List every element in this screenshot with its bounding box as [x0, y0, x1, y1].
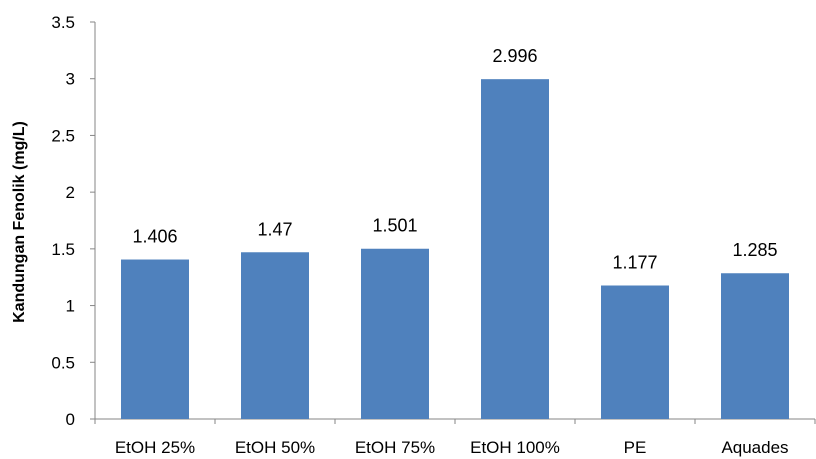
bar: [721, 273, 789, 419]
y-axis-title: Kandungan Fenolik (mg/L): [11, 121, 28, 323]
y-tick-label: 1.5: [51, 240, 75, 259]
y-tick-label: 0: [66, 410, 75, 429]
x-tick-label: EtOH 50%: [235, 438, 315, 457]
x-tick-label: EtOH 25%: [115, 438, 195, 457]
y-tick-label: 3.5: [51, 13, 75, 32]
y-tick-label: 1: [66, 297, 75, 316]
data-label: 1.285: [732, 240, 777, 260]
bar: [481, 79, 549, 419]
data-label: 2.996: [492, 46, 537, 66]
y-tick-label: 0.5: [51, 353, 75, 372]
x-tick-labels: EtOH 25% EtOH 50% EtOH 75% EtOH 100% PE Aquad…: [115, 438, 789, 457]
x-tick-label: EtOH 75%: [355, 438, 435, 457]
x-tick-label: EtOH 100%: [470, 438, 560, 457]
data-label: 1.501: [372, 216, 417, 236]
y-tick-label: 2: [66, 183, 75, 202]
bars: [121, 79, 789, 419]
data-label: 1.47: [257, 219, 292, 239]
bar: [241, 252, 309, 419]
x-tick-label: Aquades: [721, 438, 788, 457]
bar: [121, 259, 189, 419]
y-axis-title-group: Kandungan Fenolik (mg/L): [11, 121, 28, 323]
data-label: 1.406: [132, 227, 177, 247]
bar: [361, 248, 429, 419]
y-tick-labels: 0 0.5 1 1.5 2 2.5 3 3.5: [51, 13, 75, 429]
bar: [601, 285, 669, 419]
axes: [90, 21, 816, 424]
x-tick-label: PE: [624, 438, 647, 457]
data-label: 1.177: [612, 252, 657, 272]
data-labels: 1.406 1.47 1.501 2.996 1.177 1.285: [132, 46, 777, 272]
y-tick-label: 3: [66, 70, 75, 89]
y-tick-label: 2.5: [51, 126, 75, 145]
